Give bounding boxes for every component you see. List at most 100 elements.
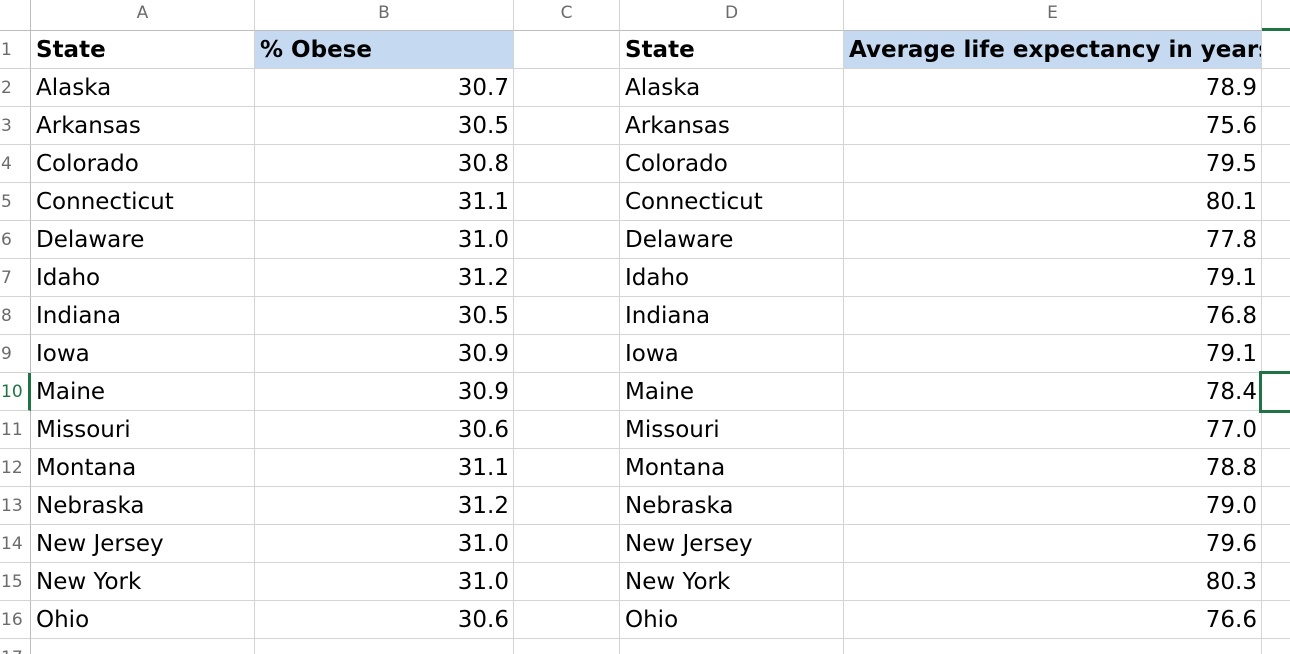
cell-e17[interactable]	[844, 639, 1262, 654]
cell-a5[interactable]: Connecticut	[31, 183, 255, 221]
cell-f5[interactable]	[1262, 183, 1290, 221]
cell-d5[interactable]: Connecticut	[620, 183, 844, 221]
row-header[interactable]: 8	[0, 297, 31, 335]
cell-a8[interactable]: Indiana	[31, 297, 255, 335]
cell-f14[interactable]	[1262, 525, 1290, 563]
cell-b4[interactable]: 30.8	[255, 145, 514, 183]
cell-d8[interactable]: Indiana	[620, 297, 844, 335]
cell-b1[interactable]: % Obese	[255, 31, 514, 69]
cell-c15[interactable]	[514, 563, 620, 601]
cell-d6[interactable]: Delaware	[620, 221, 844, 259]
cell-d14[interactable]: New Jersey	[620, 525, 844, 563]
cell-f3[interactable]	[1262, 107, 1290, 145]
cell-f8[interactable]	[1262, 297, 1290, 335]
cell-f9[interactable]	[1262, 335, 1290, 373]
cell-a14[interactable]: New Jersey	[31, 525, 255, 563]
cell-c1[interactable]	[514, 31, 620, 69]
cell-c5[interactable]	[514, 183, 620, 221]
cell-d13[interactable]: Nebraska	[620, 487, 844, 525]
column-header-f[interactable]	[1262, 0, 1290, 31]
cell-b12[interactable]: 31.1	[255, 449, 514, 487]
row-header[interactable]: 2	[0, 69, 31, 107]
column-header-e[interactable]: E	[844, 0, 1262, 31]
cell-d3[interactable]: Arkansas	[620, 107, 844, 145]
cell-e2[interactable]: 78.9	[844, 69, 1262, 107]
cell-c14[interactable]	[514, 525, 620, 563]
cell-b13[interactable]: 31.2	[255, 487, 514, 525]
cell-d7[interactable]: Idaho	[620, 259, 844, 297]
cell-d16[interactable]: Ohio	[620, 601, 844, 639]
cell-e6[interactable]: 77.8	[844, 221, 1262, 259]
row-header[interactable]: 1	[0, 31, 31, 69]
column-header-b[interactable]: B	[255, 0, 514, 31]
cell-b16[interactable]: 30.6	[255, 601, 514, 639]
row-header[interactable]: 3	[0, 107, 31, 145]
cell-b8[interactable]: 30.5	[255, 297, 514, 335]
cell-a12[interactable]: Montana	[31, 449, 255, 487]
column-header-d[interactable]: D	[620, 0, 844, 31]
cell-c6[interactable]	[514, 221, 620, 259]
column-header-a[interactable]: A	[31, 0, 255, 31]
cell-d1[interactable]: State	[620, 31, 844, 69]
select-all-corner[interactable]	[0, 0, 31, 31]
cell-b15[interactable]: 31.0	[255, 563, 514, 601]
cell-c16[interactable]	[514, 601, 620, 639]
cell-f2[interactable]	[1262, 69, 1290, 107]
cell-b6[interactable]: 31.0	[255, 221, 514, 259]
cell-c13[interactable]	[514, 487, 620, 525]
cell-d4[interactable]: Colorado	[620, 145, 844, 183]
cell-f16[interactable]	[1262, 601, 1290, 639]
cell-a16[interactable]: Ohio	[31, 601, 255, 639]
cell-b17[interactable]	[255, 639, 514, 654]
cell-b3[interactable]: 30.5	[255, 107, 514, 145]
cell-b11[interactable]: 30.6	[255, 411, 514, 449]
row-header[interactable]: 5	[0, 183, 31, 221]
row-header[interactable]: 12	[0, 449, 31, 487]
cell-f13[interactable]	[1262, 487, 1290, 525]
cell-c12[interactable]	[514, 449, 620, 487]
row-header[interactable]: 13	[0, 487, 31, 525]
cell-e5[interactable]: 80.1	[844, 183, 1262, 221]
cell-e13[interactable]: 79.0	[844, 487, 1262, 525]
row-header[interactable]: 17	[0, 639, 31, 654]
row-header[interactable]: 10	[0, 373, 31, 411]
cell-f6[interactable]	[1262, 221, 1290, 259]
cell-a9[interactable]: Iowa	[31, 335, 255, 373]
cell-e12[interactable]: 78.8	[844, 449, 1262, 487]
row-header[interactable]: 11	[0, 411, 31, 449]
cell-b10[interactable]: 30.9	[255, 373, 514, 411]
cell-a4[interactable]: Colorado	[31, 145, 255, 183]
cell-c11[interactable]	[514, 411, 620, 449]
cell-d17[interactable]	[620, 639, 844, 654]
cell-b14[interactable]: 31.0	[255, 525, 514, 563]
cell-c8[interactable]	[514, 297, 620, 335]
cell-e1[interactable]: Average life expectancy in years	[844, 31, 1262, 69]
cell-f12[interactable]	[1262, 449, 1290, 487]
cell-f15[interactable]	[1262, 563, 1290, 601]
cell-e9[interactable]: 79.1	[844, 335, 1262, 373]
row-header[interactable]: 4	[0, 145, 31, 183]
row-header[interactable]: 6	[0, 221, 31, 259]
cell-e16[interactable]: 76.6	[844, 601, 1262, 639]
row-header[interactable]: 16	[0, 601, 31, 639]
row-header[interactable]: 7	[0, 259, 31, 297]
cell-f10[interactable]	[1262, 373, 1290, 411]
cell-a7[interactable]: Idaho	[31, 259, 255, 297]
cell-c4[interactable]	[514, 145, 620, 183]
cell-d11[interactable]: Missouri	[620, 411, 844, 449]
cell-b2[interactable]: 30.7	[255, 69, 514, 107]
cell-c2[interactable]	[514, 69, 620, 107]
cell-b7[interactable]: 31.2	[255, 259, 514, 297]
row-header[interactable]: 15	[0, 563, 31, 601]
cell-e8[interactable]: 76.8	[844, 297, 1262, 335]
cell-f7[interactable]	[1262, 259, 1290, 297]
column-header-c[interactable]: C	[514, 0, 620, 31]
cell-b9[interactable]: 30.9	[255, 335, 514, 373]
cell-c3[interactable]	[514, 107, 620, 145]
cell-f17[interactable]	[1262, 639, 1290, 654]
cell-a1[interactable]: State	[31, 31, 255, 69]
cell-e15[interactable]: 80.3	[844, 563, 1262, 601]
cell-c10[interactable]	[514, 373, 620, 411]
row-header[interactable]: 9	[0, 335, 31, 373]
cell-a3[interactable]: Arkansas	[31, 107, 255, 145]
